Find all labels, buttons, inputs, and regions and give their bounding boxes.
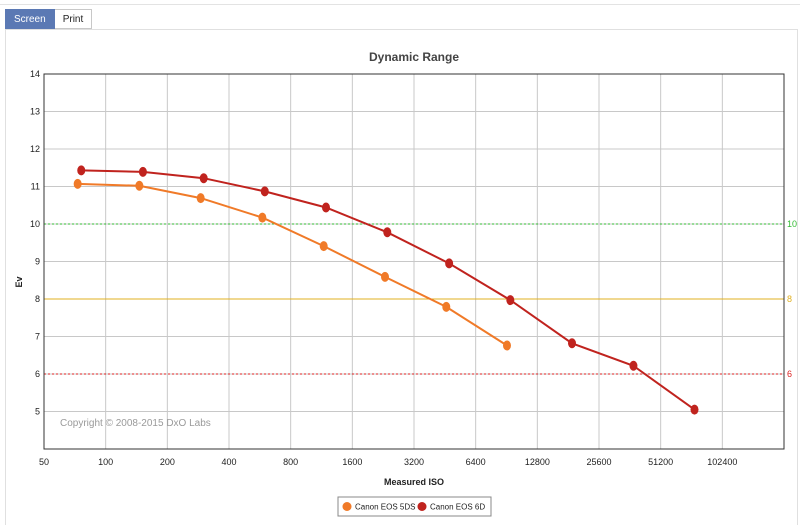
y-tick-label: 9 — [35, 257, 40, 267]
x-tick-label: 800 — [283, 457, 298, 467]
x-tick-label: 50 — [39, 457, 49, 467]
data-point[interactable] — [260, 186, 269, 197]
data-point[interactable] — [258, 212, 267, 223]
data-point[interactable] — [73, 178, 82, 189]
y-tick-label: 10 — [30, 219, 40, 229]
axis-ticks: 50 100 200 400 800 1600 3200 6400 12800 25600 5120… — [30, 69, 737, 467]
series — [73, 165, 699, 415]
x-tick-label: 25600 — [586, 457, 611, 467]
x-tick-label: 51200 — [648, 457, 673, 467]
data-point[interactable] — [138, 166, 147, 177]
x-tick-label: 100 — [98, 457, 113, 467]
reference-line-label: 10 — [787, 219, 797, 229]
legend: Canon EOS 5DS Canon EOS 6D — [337, 496, 492, 517]
x-tick-label: 102400 — [707, 457, 737, 467]
y-tick-label: 13 — [30, 107, 40, 117]
data-point[interactable] — [196, 193, 205, 204]
plot-area-border — [43, 73, 785, 450]
data-point[interactable] — [629, 360, 638, 371]
y-tick-label: 12 — [30, 144, 40, 154]
x-tick-label: 6400 — [466, 457, 486, 467]
data-point[interactable] — [321, 202, 330, 213]
data-point[interactable] — [506, 295, 515, 306]
grid — [44, 74, 784, 449]
data-point[interactable] — [319, 241, 328, 252]
legend-label-series-1[interactable]: Canon EOS 5DS — [355, 503, 415, 512]
y-tick-label: 11 — [31, 182, 40, 192]
legend-marker-series-2[interactable] — [417, 502, 427, 511]
x-tick-label: 12800 — [525, 457, 550, 467]
data-point[interactable] — [442, 301, 451, 312]
data-point[interactable] — [383, 227, 392, 238]
data-point[interactable] — [77, 165, 86, 176]
data-point[interactable] — [568, 338, 577, 349]
x-tick-label: 400 — [221, 457, 236, 467]
top-divider — [0, 4, 800, 5]
x-tick-label: 3200 — [404, 457, 424, 467]
y-tick-label: 5 — [35, 407, 40, 417]
legend-box — [337, 496, 492, 517]
legend-marker-series-1[interactable] — [342, 502, 352, 511]
y-axis-label: Ev — [14, 276, 24, 287]
data-point[interactable] — [445, 258, 454, 269]
data-point[interactable] — [135, 180, 144, 191]
chart-title: Dynamic Range — [369, 50, 459, 64]
x-tick-label: 200 — [160, 457, 175, 467]
y-tick-label: 8 — [35, 294, 40, 304]
series-line-1 — [77, 182, 508, 347]
data-point[interactable] — [690, 404, 699, 415]
x-axis-label: Measured ISO — [384, 477, 444, 487]
tab-screen[interactable]: Screen — [5, 9, 55, 29]
data-point[interactable] — [199, 173, 208, 184]
chart-panel — [5, 29, 798, 525]
x-tick-label: 1600 — [342, 457, 362, 467]
y-tick-label: 7 — [35, 332, 40, 342]
view-tabs: Screen Print — [5, 9, 93, 29]
reference-line-label: 8 — [787, 294, 792, 304]
legend-label-series-2[interactable]: Canon EOS 6D — [430, 503, 485, 512]
copyright-text: Copyright © 2008-2015 DxO Labs — [60, 418, 211, 429]
tab-print[interactable]: Print — [54, 9, 93, 29]
reference-line-label: 6 — [787, 369, 792, 379]
reference-lines: 10 8 6 — [44, 219, 797, 379]
y-tick-label: 6 — [35, 369, 40, 379]
y-tick-label: 14 — [30, 69, 40, 79]
data-point[interactable] — [381, 271, 390, 282]
data-point[interactable] — [502, 340, 511, 351]
